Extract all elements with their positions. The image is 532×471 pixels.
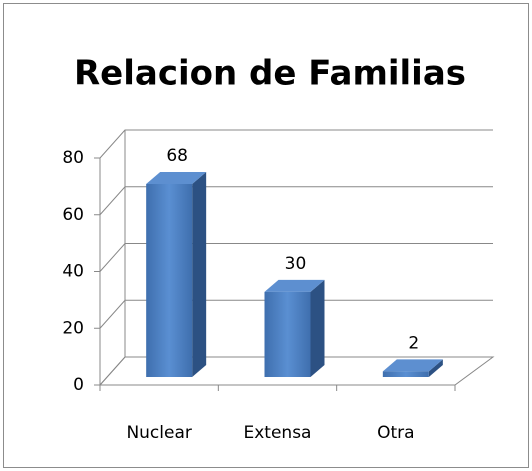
bar <box>146 172 207 377</box>
value-label: 30 <box>285 254 307 274</box>
x-tick-label: Otra <box>377 423 414 443</box>
x-tick-label: Extensa <box>244 423 312 443</box>
grid-line <box>99 186 493 216</box>
y-tick-label: 20 <box>62 318 84 338</box>
grid-line <box>99 243 493 272</box>
value-label: 68 <box>166 146 188 166</box>
grid-line <box>99 356 493 386</box>
bar-side <box>310 279 325 377</box>
bar-front <box>264 291 311 377</box>
grid-line <box>99 299 493 329</box>
bar-side <box>428 359 443 377</box>
chart-title: Relacion de Familias <box>74 54 466 94</box>
bar-top <box>264 279 325 292</box>
y-tick-label: 80 <box>62 148 84 168</box>
bar-top <box>382 359 443 372</box>
bar-top <box>146 172 207 185</box>
bar <box>382 359 443 377</box>
x-tick-label: Nuclear <box>126 423 191 443</box>
y-tick-label: 60 <box>62 205 84 225</box>
chart-border <box>3 3 529 468</box>
bar-side <box>192 172 207 377</box>
bar-front <box>146 184 193 377</box>
bar-front <box>382 371 429 377</box>
y-tick-label: 0 <box>73 375 84 395</box>
grid-line <box>99 129 493 159</box>
bar <box>264 279 325 377</box>
value-label: 2 <box>408 333 419 353</box>
y-tick-label: 40 <box>62 262 84 282</box>
